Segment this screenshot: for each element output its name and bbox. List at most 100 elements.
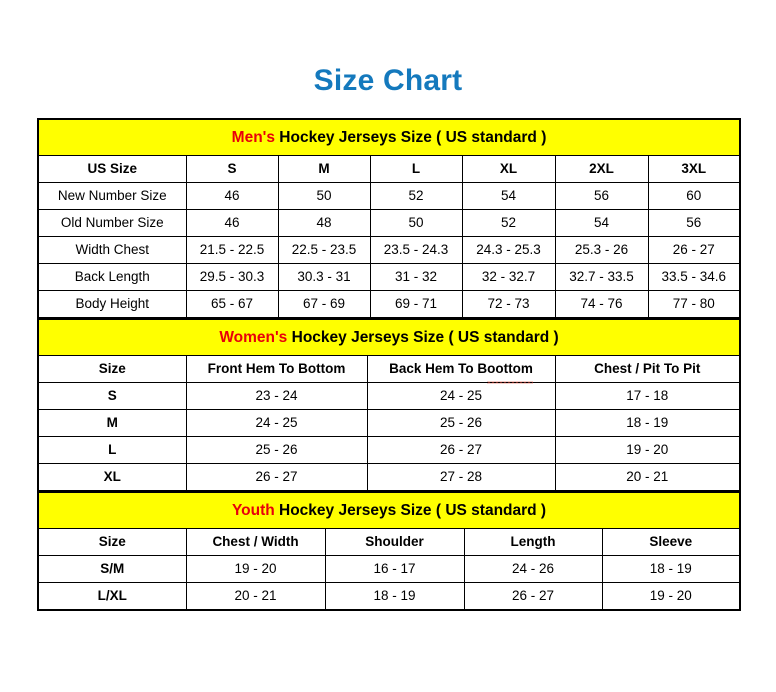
table-cell: 25 - 26 [185,436,368,464]
table-cell: 60 [647,182,741,210]
table-cell: 77 - 80 [647,290,741,318]
table-cell: 18 - 19 [324,582,465,611]
mens-section-header-row: Men's Hockey Jerseys Size ( US standard … [38,118,741,156]
table-cell: 19 - 20 [185,555,326,583]
table-row: S/M 19 - 20 16 - 17 24 - 26 18 - 19 [37,555,741,583]
table-cell: 30.3 - 31 [277,263,371,291]
table-cell: 20 - 21 [185,582,326,611]
table-cell: 74 - 76 [554,290,649,318]
table-cell: 32 - 32.7 [461,263,556,291]
table-row: L 25 - 26 26 - 27 19 - 20 [37,436,741,464]
mens-size-table: Men's Hockey Jerseys Size ( US standard … [37,118,742,318]
table-row: M 24 - 25 25 - 26 18 - 19 [37,409,741,437]
table-cell: 50 [277,182,371,210]
womens-accent-text: Women's [219,329,288,346]
row-label: S [37,382,187,410]
womens-col-header: Front Hem To Bottom [185,355,368,383]
table-cell: 31 - 32 [369,263,463,291]
table-cell: 19 - 20 [601,582,741,611]
table-cell: 56 [647,209,741,237]
table-cell: 72 - 73 [461,290,556,318]
row-label: S/M [37,555,187,583]
table-cell: 24 - 26 [463,555,603,583]
mens-accent-text: Men's [231,129,275,146]
row-label: L/XL [37,582,187,611]
womens-column-header-row: Size Front Hem To Bottom Back Hem To Boo… [37,355,741,384]
row-label: L [37,436,187,464]
table-cell: 27 - 28 [366,463,556,491]
table-cell: 50 [369,209,463,237]
table-cell: 52 [461,209,556,237]
womens-col-header: Size [37,355,187,383]
table-cell: 26 - 27 [366,436,556,464]
col-header-prefix: Back Hem To B [389,361,488,376]
table-cell: 21.5 - 22.5 [185,236,279,264]
row-label: M [37,409,187,437]
mens-section-header: Men's Hockey Jerseys Size ( US standard … [38,118,741,156]
table-cell: 46 [185,182,279,210]
womens-heading-rest: Hockey Jerseys Size ( US standard ) [287,329,559,346]
table-row: New Number Size 46 50 52 54 56 60 [37,182,741,210]
table-cell: 24.3 - 25.3 [461,236,556,264]
table-cell: 48 [277,209,371,237]
table-cell: 65 - 67 [185,290,279,318]
table-cell: 23 - 24 [185,382,368,410]
table-row: Back Length 29.5 - 30.3 30.3 - 31 31 - 3… [37,263,741,291]
table-cell: 20 - 21 [554,463,741,491]
table-row: Width Chest 21.5 - 22.5 22.5 - 23.5 23.5… [37,236,741,264]
row-label: Width Chest [37,236,187,264]
youth-col-header: Shoulder [324,528,465,556]
spellcheck-underline-text: oottom [487,356,533,384]
table-cell: 17 - 18 [554,382,741,410]
table-cell: 46 [185,209,279,237]
row-label: New Number Size [37,182,187,210]
table-cell: 69 - 71 [369,290,463,318]
womens-col-header: Chest / Pit To Pit [554,355,741,383]
table-cell: 54 [461,182,556,210]
table-cell: 67 - 69 [277,290,371,318]
table-cell: 22.5 - 23.5 [277,236,371,264]
table-row: L/XL 20 - 21 18 - 19 26 - 27 19 - 20 [37,582,741,611]
youth-col-header: Length [463,528,603,556]
mens-heading-rest: Hockey Jerseys Size ( US standard ) [274,129,547,146]
youth-size-table: Youth Hockey Jerseys Size ( US standard … [37,491,742,611]
mens-col-header: 2XL [554,155,649,183]
womens-section-header-row: Women's Hockey Jerseys Size ( US standar… [38,318,740,356]
mens-col-header: S [185,155,279,183]
table-cell: 18 - 19 [601,555,741,583]
table-row: XL 26 - 27 27 - 28 20 - 21 [37,463,741,491]
table-cell: 24 - 25 [366,382,556,410]
table-cell: 52 [369,182,463,210]
table-cell: 25 - 26 [366,409,556,437]
row-label: XL [37,463,187,491]
page-title: Size Chart [313,64,463,97]
womens-section-header: Women's Hockey Jerseys Size ( US standar… [38,318,740,356]
youth-column-header-row: Size Chest / Width Shoulder Length Sleev… [37,528,741,556]
mens-col-header: 3XL [647,155,741,183]
table-cell: 54 [554,209,649,237]
youth-section-header: Youth Hockey Jerseys Size ( US standard … [38,491,741,529]
mens-col-header: L [369,155,463,183]
mens-col-header: M [277,155,371,183]
mens-col-header: US Size [37,155,187,183]
row-label: Body Height [37,290,187,318]
size-tables-container: Men's Hockey Jerseys Size ( US standard … [37,118,742,611]
table-cell: 26 - 27 [185,463,368,491]
youth-heading-rest: Hockey Jerseys Size ( US standard ) [274,502,547,519]
youth-col-header: Sleeve [601,528,741,556]
table-cell: 29.5 - 30.3 [185,263,279,291]
table-cell: 18 - 19 [554,409,741,437]
youth-col-header: Size [37,528,187,556]
table-cell: 56 [554,182,649,210]
youth-accent-text: Youth [231,502,275,519]
table-cell: 32.7 - 33.5 [554,263,649,291]
table-cell: 26 - 27 [463,582,603,611]
womens-size-table: Women's Hockey Jerseys Size ( US standar… [37,318,741,491]
table-row: S 23 - 24 24 - 25 17 - 18 [37,382,741,410]
table-cell: 33.5 - 34.6 [647,263,741,291]
row-label: Old Number Size [37,209,187,237]
table-cell: 26 - 27 [647,236,741,264]
womens-col-header-misspelled: Back Hem To Boottom [366,355,556,384]
table-row: Old Number Size 46 48 50 52 54 56 [37,209,741,237]
